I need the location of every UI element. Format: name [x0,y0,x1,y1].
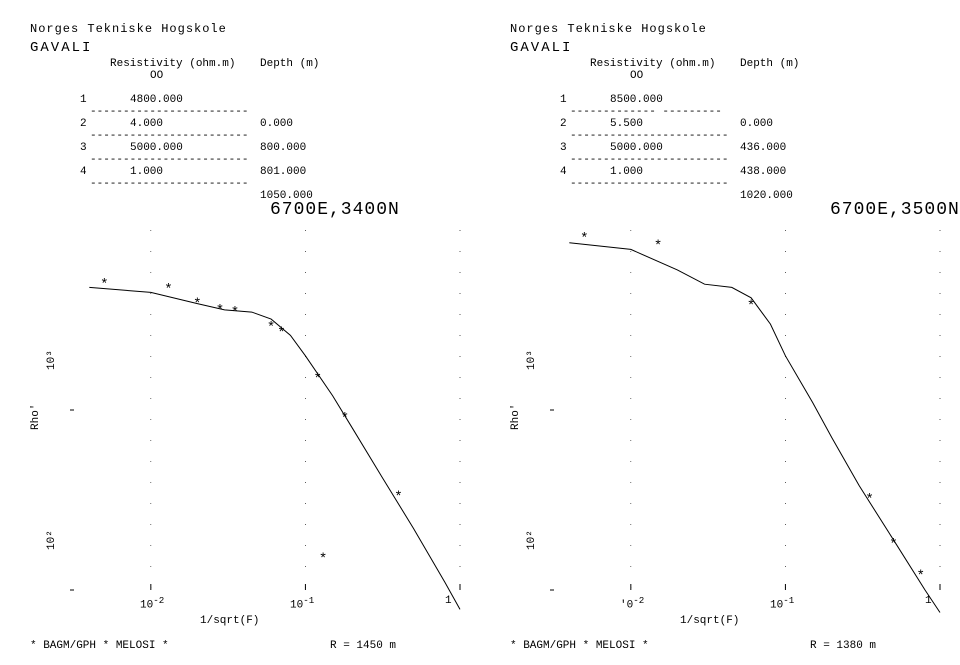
row-val: 4.000 [130,118,163,130]
svg-text:*: * [100,277,108,293]
chart-svg: *********** [0,200,480,620]
svg-text:*: * [916,569,924,585]
org-label: Norges Tekniske Hogskole [510,22,707,36]
footer-right: R = 1450 m [330,640,396,652]
row-val: 5000.000 [610,142,663,154]
plot-left: 6700E,3400N *********** Rho' 10³ 10² 10-… [0,200,480,630]
footer-right: R = 1380 m [810,640,876,652]
svg-text:*: * [319,551,327,567]
x-tick-10-1: 10-1 [290,595,314,612]
page: Norges Tekniske Hogskole GAVALI Resistiv… [0,0,960,665]
row-idx: 3 [80,142,87,154]
svg-text:*: * [865,492,873,508]
row-idx: 2 [80,118,87,130]
x-tick-10-1: 10-1 [770,595,794,612]
row-val: 5000.000 [130,142,183,154]
svg-text:*: * [231,305,239,321]
x-tick-10-2: 10-2 [140,595,164,612]
footer-left: * BAGM/GPH * MELOSI * [30,640,169,652]
row-val: 1.000 [610,166,643,178]
row-idx: 1 [560,94,567,106]
svg-text:*: * [580,231,588,247]
svg-text:*: * [889,537,897,553]
row-idx: 1 [80,94,87,106]
svg-text:*: * [747,299,755,315]
svg-text:*: * [654,239,662,255]
y-axis-label: Rho' [30,404,42,430]
row-dashes: ------------------------ [570,178,728,190]
row-idx: 3 [560,142,567,154]
svg-text:*: * [341,411,349,427]
x-tick-1: 1 [925,595,932,607]
header-depth: Depth (m) [740,58,799,70]
x-axis-label: 1/sqrt(F) [680,615,739,627]
svg-text:*: * [267,320,275,336]
svg-text:*: * [193,297,201,313]
row-depth: 800.000 [260,142,306,154]
x-tick-1: 1 [445,595,452,607]
svg-text:*: * [277,325,285,341]
y-tick-10-3: 10³ [526,350,538,370]
oo-label: OO [150,70,163,82]
row-depth: 0.000 [260,118,293,130]
row-depth: 0.000 [740,118,773,130]
x-axis-label: 1/sqrt(F) [200,615,259,627]
row-depth: 801.000 [260,166,306,178]
row-val: 4800.000 [130,94,183,106]
row-idx: 4 [560,166,567,178]
row-depth: 436.000 [740,142,786,154]
x-tick-10-2: '0-2 [620,595,644,612]
y-tick-10-2: 10² [526,530,538,550]
row-idx: 4 [80,166,87,178]
header-resistivity: Resistivity (ohm.m) [590,58,715,70]
y-tick-10-3: 10³ [46,350,58,370]
plot-right: 6700E,3500N ****** Rho' 10³ 10² '0-2 10-… [480,200,960,630]
row-val: 8500.000 [610,94,663,106]
org-label: Norges Tekniske Hogskole [30,22,227,36]
y-axis-label: Rho' [510,404,522,430]
svg-text:*: * [164,282,172,298]
row-idx: 2 [560,118,567,130]
header-depth: Depth (m) [260,58,319,70]
svg-text:*: * [313,371,321,387]
title-label: GAVALI [510,40,572,56]
oo-label: OO [630,70,643,82]
footer-left: * BAGM/GPH * MELOSI * [510,640,649,652]
row-val: 1.000 [130,166,163,178]
header-resistivity: Resistivity (ohm.m) [110,58,235,70]
svg-text:*: * [394,490,402,506]
chart-svg: * * * * * * [480,200,960,620]
row-val: 5.500 [610,118,643,130]
row-dashes: ------------------------ [90,178,248,190]
y-tick-10-2: 10² [46,530,58,550]
title-label: GAVALI [30,40,92,56]
row-depth: 438.000 [740,166,786,178]
svg-text:*: * [216,303,224,319]
